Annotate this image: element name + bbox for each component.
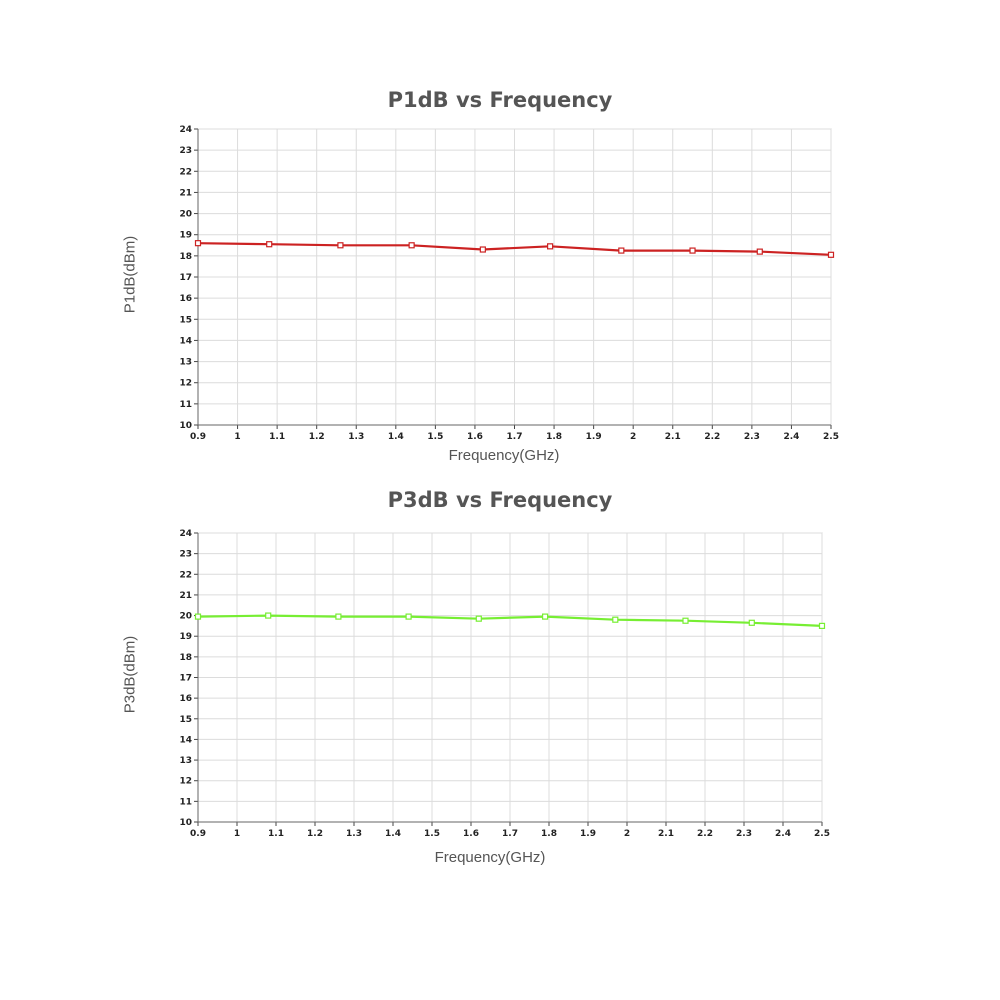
y-tick-label-p1db: 21 [179, 188, 192, 198]
x-tick-label-p1db: 1.8 [546, 432, 562, 442]
x-tick-label-p1db: 1.7 [507, 432, 523, 442]
x-tick-label-p3db: 2.2 [697, 829, 713, 839]
series-line-p1db [197, 242, 832, 256]
data-point-p1db [827, 251, 835, 258]
series-line-p3db [197, 614, 823, 627]
data-point-p1db [266, 241, 273, 248]
y-tick-label-p3db: 21 [179, 591, 192, 601]
y-tick-label-p1db: 13 [179, 358, 192, 368]
x-tick-label-p1db: 1.6 [467, 432, 483, 442]
x-axis-label-p1db: Frequency(GHz) [448, 447, 560, 464]
x-tick-label-p1db: 2 [630, 432, 636, 442]
y-tick-label-p1db: 15 [179, 315, 192, 325]
x-tick-label-p1db: 1.9 [586, 432, 602, 442]
x-tick-label-p3db: 1.8 [541, 829, 557, 839]
x-tick-label-p1db: 2.2 [704, 432, 720, 442]
y-tick-label-p3db: 19 [179, 632, 192, 642]
y-tick-label-p3db: 20 [179, 612, 192, 622]
x-tick-label-p3db: 1.5 [424, 829, 440, 839]
data-point-p1db [408, 242, 415, 249]
data-point-p3db [475, 615, 482, 622]
data-point-p1db [547, 243, 554, 250]
data-point-p1db [689, 247, 696, 254]
y-tick-label-p1db: 24 [179, 125, 192, 135]
x-tick-label-p3db: 1.3 [346, 829, 362, 839]
x-tick-label-p1db: 1.5 [427, 432, 443, 442]
data-point-p3db [541, 613, 549, 620]
data-point-p1db [756, 248, 763, 255]
data-point-p3db [335, 613, 342, 620]
data-point-p3db [682, 617, 689, 624]
y-tick-label-p3db: 15 [179, 715, 192, 725]
y-tick-label-p1db: 12 [179, 379, 192, 389]
data-point-p1db [618, 247, 625, 254]
y-tick-label-p3db: 16 [179, 694, 192, 704]
x-tick-label-p1db: 1.1 [269, 432, 285, 442]
y-tick-label-p3db: 22 [179, 570, 192, 580]
y-tick-label-p3db: 11 [179, 797, 192, 807]
x-tick-label-p3db: 1.6 [463, 829, 479, 839]
y-tick-label-p1db: 14 [179, 336, 192, 346]
data-point-p1db [194, 240, 202, 247]
x-tick-label-p3db: 2.4 [775, 829, 791, 839]
y-tick-label-p3db: 10 [179, 818, 192, 828]
chart-title-p3db: P3dB vs Frequency [387, 488, 613, 512]
x-tick-label-p1db: 1 [234, 432, 240, 442]
y-tick-label-p1db: 10 [179, 421, 192, 431]
data-point-p3db [194, 613, 202, 620]
x-tick-label-p3db: 1.1 [268, 829, 284, 839]
x-tick-label-p3db: 2.1 [658, 829, 674, 839]
x-tick-label-p1db: 2.3 [744, 432, 760, 442]
y-tick-label-p3db: 12 [179, 777, 192, 787]
data-point-p1db [337, 242, 344, 249]
y-tick-label-p1db: 19 [179, 231, 192, 241]
x-tick-label-p3db: 1.9 [580, 829, 596, 839]
data-point-p3db [818, 622, 826, 629]
data-point-p3db [265, 612, 272, 619]
chart-title-p1db: P1dB vs Frequency [387, 88, 613, 112]
y-tick-label-p1db: 22 [179, 167, 192, 177]
x-tick-label-p3db: 2.5 [814, 829, 830, 839]
x-tick-label-p1db: 1.4 [388, 432, 404, 442]
x-tick-label-p1db: 2.4 [783, 432, 799, 442]
data-point-p3db [748, 619, 755, 626]
y-tick-label-p3db: 18 [179, 653, 192, 663]
x-tick-label-p3db: 2 [624, 829, 630, 839]
x-axis-label-p3db: Frequency(GHz) [434, 849, 546, 866]
y-tick-label-p1db: 11 [179, 400, 192, 410]
x-tick-label-p1db: 2.1 [665, 432, 681, 442]
y-tick-label-p1db: 16 [179, 294, 192, 304]
y-tick-label-p3db: 14 [179, 735, 192, 745]
data-point-p3db [612, 616, 619, 623]
y-tick-label-p1db: 20 [179, 210, 192, 220]
x-tick-label-p1db: 0.9 [190, 432, 206, 442]
x-tick-label-p3db: 0.9 [190, 829, 206, 839]
x-tick-label-p3db: 1.2 [307, 829, 323, 839]
data-point-p3db [405, 613, 412, 620]
y-tick-label-p3db: 13 [179, 756, 192, 766]
x-tick-label-p3db: 1.7 [502, 829, 518, 839]
x-tick-label-p3db: 2.3 [736, 829, 752, 839]
y-tick-label-p1db: 17 [179, 273, 192, 283]
x-tick-label-p1db: 2.5 [823, 432, 839, 442]
y-tick-label-p1db: 18 [179, 252, 192, 262]
x-tick-label-p3db: 1.4 [385, 829, 401, 839]
y-tick-label-p3db: 23 [179, 550, 192, 560]
x-tick-label-p3db: 1 [234, 829, 240, 839]
data-point-p1db [479, 246, 486, 253]
x-tick-label-p1db: 1.3 [348, 432, 364, 442]
x-tick-label-p1db: 1.2 [309, 432, 325, 442]
y-tick-label-p1db: 23 [179, 146, 192, 156]
y-tick-label-p3db: 17 [179, 674, 192, 684]
y-tick-label-p3db: 24 [179, 529, 192, 539]
